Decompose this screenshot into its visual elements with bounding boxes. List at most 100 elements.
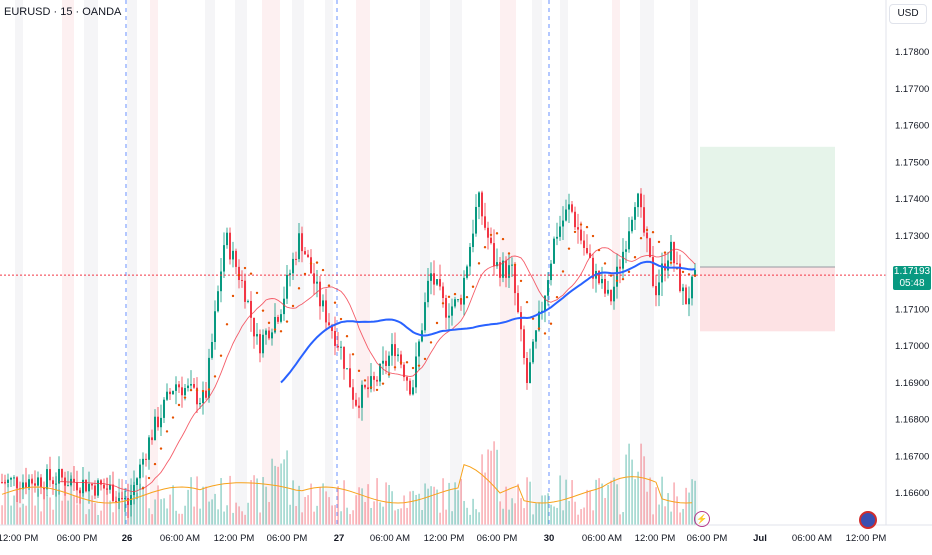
stop-zone (700, 266, 835, 332)
volume-bar (442, 478, 444, 525)
candle-body (370, 376, 372, 390)
candle-body (628, 231, 630, 250)
candle-body (274, 316, 276, 333)
time-tick-label: 12:00 PM (424, 533, 465, 544)
volume-bar (169, 494, 171, 525)
candle-body (400, 354, 402, 365)
candle-body (559, 226, 561, 237)
volume-bar (679, 512, 681, 525)
volume-bar (445, 509, 447, 525)
candle-body (232, 250, 234, 260)
candle-body (385, 360, 387, 366)
ma-dot (363, 379, 367, 382)
volume-bar (283, 459, 285, 525)
candle-body (526, 358, 528, 383)
candle-body (451, 306, 453, 316)
ma-dot (231, 294, 235, 298)
ma-dot (291, 304, 295, 308)
volume-bar (391, 491, 393, 525)
volume-bar (37, 488, 39, 525)
candle-body (214, 311, 216, 342)
volume-bar (166, 508, 168, 525)
volume-bar (289, 504, 291, 525)
candle-body (157, 416, 159, 428)
volume-bar (190, 477, 192, 525)
ma-dot (351, 353, 355, 356)
candle-body (607, 289, 609, 294)
volume-bar (79, 487, 81, 525)
volume-bar (115, 490, 117, 525)
volume-bar (22, 503, 24, 525)
ma-dot (171, 416, 175, 419)
event-icon[interactable] (859, 511, 877, 529)
ma-dot (279, 330, 283, 333)
candle-body (427, 280, 429, 303)
volume-bar (565, 479, 567, 525)
ma-dot (429, 341, 433, 344)
ma-dot (165, 430, 169, 433)
ma-dot (423, 357, 427, 361)
candle-body (280, 314, 282, 322)
volume-bar (403, 495, 405, 525)
candle-body (589, 253, 591, 258)
volume-bar (658, 504, 660, 525)
volume-bar (547, 493, 549, 525)
ma-dot (603, 262, 607, 265)
volume-bar (109, 500, 111, 525)
time-tick-label: 06:00 AM (582, 533, 622, 544)
candle-body (226, 232, 228, 246)
candle-body (337, 345, 339, 348)
volume-bar (43, 489, 45, 525)
candle-body (487, 227, 489, 238)
volume-bar (31, 477, 33, 525)
volume-bar (379, 502, 381, 525)
candle-body (328, 322, 330, 326)
volume-bar (82, 481, 84, 525)
volume-bar (457, 490, 459, 525)
time-tick-label: 12:00 PM (0, 533, 38, 544)
candle-body (433, 273, 435, 285)
candle-body (346, 368, 348, 370)
volume-bar (226, 505, 228, 525)
ma-dot (591, 234, 595, 238)
volume-bar (424, 483, 426, 525)
candle-body (256, 334, 258, 337)
volume-bar (271, 458, 273, 525)
candle-body (568, 204, 570, 210)
candle-body (199, 402, 201, 405)
candle-body (472, 233, 474, 247)
volume-bar (655, 487, 657, 525)
candle-body (202, 390, 204, 403)
currency-button[interactable]: USD (889, 4, 927, 24)
candle-body (103, 484, 105, 489)
ma-dotted-line (141, 223, 697, 490)
candle-body (661, 263, 663, 283)
candle-body (535, 330, 537, 342)
ma-dot (159, 447, 163, 450)
volume-bar (40, 511, 42, 525)
candle-body (340, 346, 342, 348)
volume-bar (103, 484, 105, 525)
price-tick-label: 1.17800 (895, 47, 929, 58)
volume-bar (577, 514, 579, 525)
price-tick-label: 1.17400 (895, 194, 929, 205)
ma-dot (387, 373, 391, 376)
candle-body (175, 384, 177, 391)
candle-body (133, 484, 135, 496)
volume-bar (520, 498, 522, 525)
volume-bar (145, 475, 147, 525)
volume-bar (352, 510, 354, 525)
time-tick-label: 26 (122, 533, 133, 544)
volume-bar (73, 496, 75, 525)
candle-body (643, 207, 645, 233)
price-tick-label: 1.17500 (895, 157, 929, 168)
ma-dot (417, 364, 421, 367)
time-tick-label: 06:00 PM (57, 533, 98, 544)
time-tick-label: 12:00 PM (846, 533, 887, 544)
candle-body (241, 280, 243, 282)
volume-bar (514, 503, 516, 525)
volume-bar (34, 505, 36, 525)
lightning-icon[interactable]: ⚡ (694, 511, 710, 527)
